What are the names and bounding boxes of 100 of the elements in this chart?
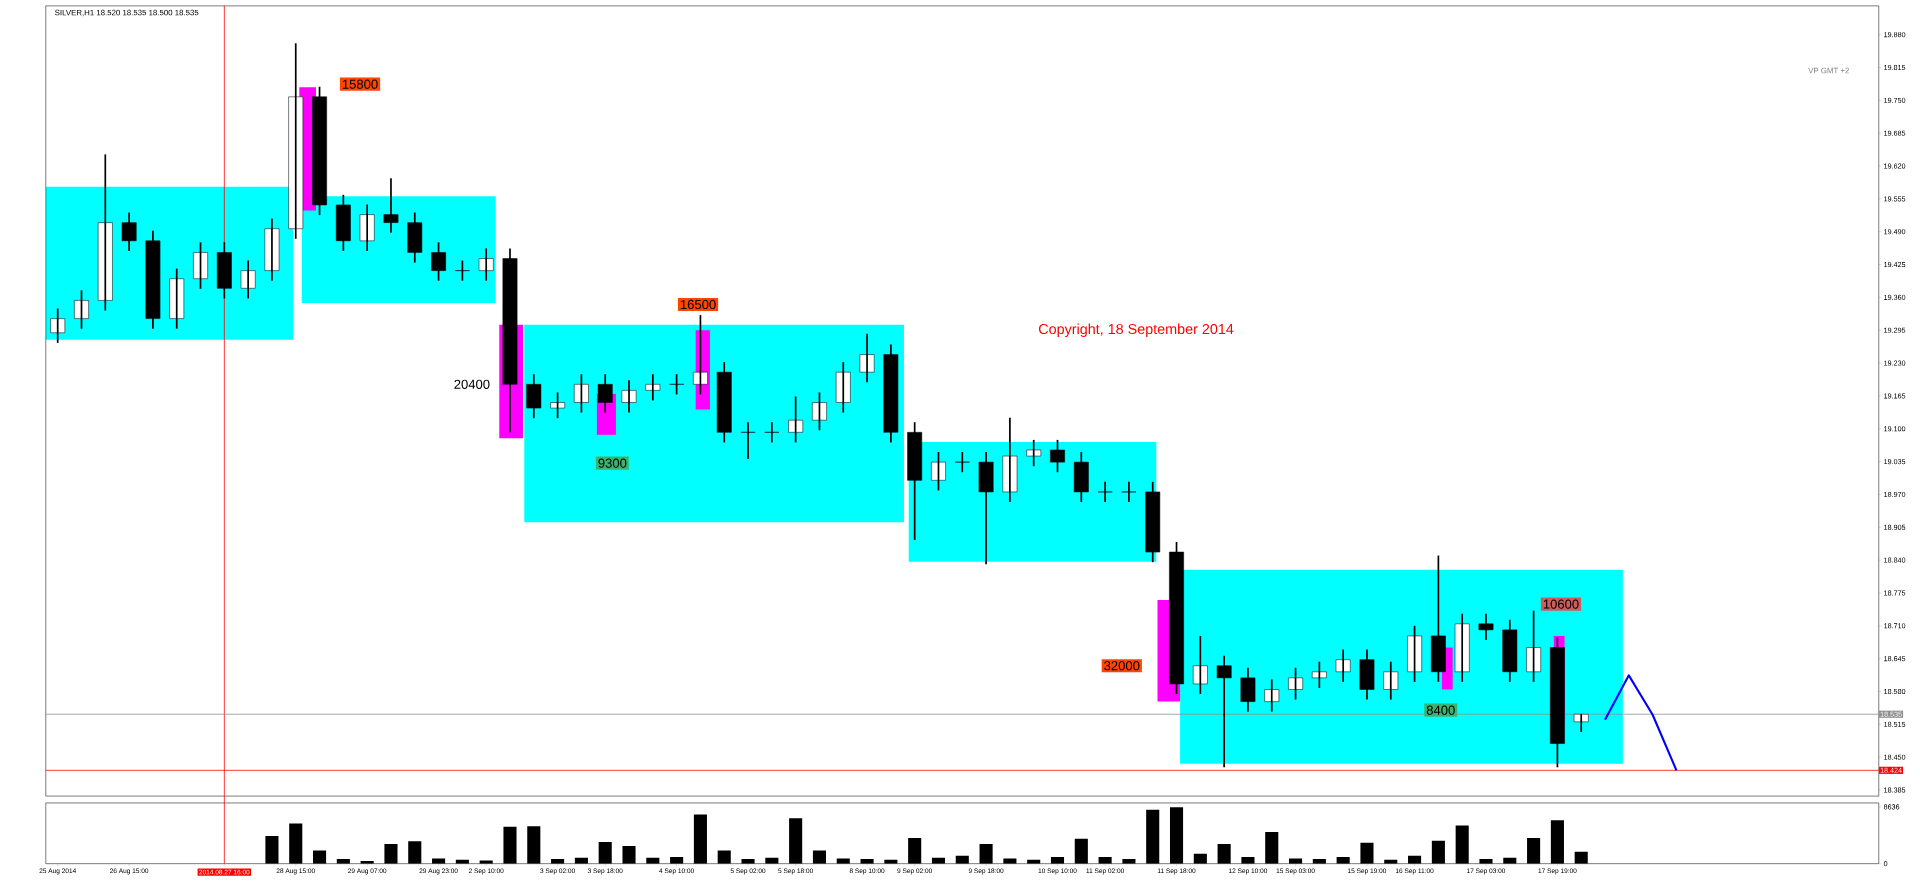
candlestick	[1335, 648, 1351, 683]
candlestick	[883, 343, 899, 444]
bar	[1193, 853, 1207, 864]
candlestick	[288, 42, 304, 240]
bar	[432, 858, 446, 864]
annotation: Copyright, 18 September 2014	[1038, 323, 1234, 337]
candlestick	[1502, 618, 1518, 683]
bar	[1550, 820, 1564, 864]
bar	[1360, 842, 1374, 864]
candlestick	[1145, 480, 1161, 563]
bar	[789, 818, 803, 864]
bar	[836, 858, 850, 864]
candlestick	[1407, 624, 1422, 683]
candlestick	[693, 314, 708, 396]
candlestick	[978, 451, 994, 565]
annotation: 8400	[1426, 705, 1455, 715]
candlestick	[502, 247, 518, 434]
candlestick	[645, 373, 661, 402]
candlestick	[954, 451, 970, 473]
bar	[1003, 858, 1017, 864]
candlestick	[550, 391, 565, 419]
candlestick	[716, 361, 732, 444]
candlestick	[50, 307, 66, 344]
candlestick	[335, 193, 351, 252]
annotation: 10600	[1543, 599, 1579, 609]
candlestick	[1526, 609, 1541, 683]
bar	[527, 826, 541, 864]
candlestick	[312, 85, 327, 216]
bar	[289, 823, 303, 864]
candlestick	[407, 211, 423, 264]
candlestick	[1311, 660, 1327, 689]
bar	[1479, 858, 1493, 864]
bar	[1217, 843, 1231, 864]
candlestick	[383, 177, 399, 234]
bar	[313, 850, 327, 864]
candlestick	[835, 361, 851, 414]
candlestick	[740, 421, 756, 460]
bar	[503, 826, 517, 864]
bar	[1289, 858, 1303, 864]
candlestick	[145, 229, 161, 330]
annotation: 20400	[454, 379, 490, 389]
candlestick	[1050, 438, 1065, 473]
candlestick	[121, 211, 137, 252]
bar	[1431, 840, 1445, 864]
candlestick	[1026, 438, 1042, 467]
bar	[693, 814, 707, 864]
annotation: 32000	[1104, 661, 1140, 671]
candlestick	[1169, 540, 1184, 695]
candlestick	[1430, 554, 1446, 683]
candlestick	[574, 373, 589, 414]
candlestick	[454, 259, 470, 282]
bar	[1336, 856, 1350, 864]
candlestick	[1192, 634, 1208, 695]
bar	[408, 841, 422, 864]
candlestick	[859, 332, 875, 384]
bar	[1241, 856, 1255, 864]
candlestick	[264, 217, 280, 282]
bar	[908, 837, 922, 864]
bar	[1527, 837, 1541, 864]
bar	[622, 845, 636, 864]
candlestick	[478, 247, 494, 282]
bar	[1455, 825, 1469, 864]
candlestick	[931, 451, 946, 492]
bar	[1074, 838, 1088, 864]
bar	[670, 856, 684, 864]
candlestick	[1264, 678, 1280, 713]
bar	[741, 858, 755, 864]
candlestick	[1288, 666, 1303, 701]
bar	[265, 835, 279, 864]
candlestick	[1121, 480, 1137, 503]
line-series	[1603, 674, 1678, 772]
candlestick	[359, 203, 375, 252]
candlestick	[1454, 612, 1470, 683]
candlestick	[526, 373, 542, 419]
bar	[384, 843, 398, 864]
annotation: 9300	[598, 458, 627, 468]
bar	[1574, 851, 1588, 864]
candlestick	[812, 391, 827, 432]
candlestick	[764, 421, 780, 444]
candlestick	[1383, 660, 1399, 701]
bar	[717, 850, 731, 864]
candlestick	[240, 259, 256, 300]
candlestick	[1216, 654, 1232, 769]
candlestick	[1478, 612, 1494, 641]
bar	[479, 860, 493, 864]
candlestick	[1073, 451, 1089, 503]
bar	[812, 850, 826, 864]
candlestick	[74, 289, 89, 330]
candlestick	[193, 241, 208, 290]
bar	[1265, 832, 1279, 864]
bar	[1146, 809, 1160, 864]
candlestick	[788, 395, 804, 444]
candlestick	[669, 373, 685, 396]
candlestick	[1573, 713, 1589, 733]
bar	[598, 841, 612, 864]
candlestick	[1240, 666, 1256, 713]
candlestick	[621, 379, 637, 414]
annotation: 16500	[680, 299, 716, 309]
candlestick	[1359, 648, 1375, 701]
bar	[1169, 807, 1184, 864]
